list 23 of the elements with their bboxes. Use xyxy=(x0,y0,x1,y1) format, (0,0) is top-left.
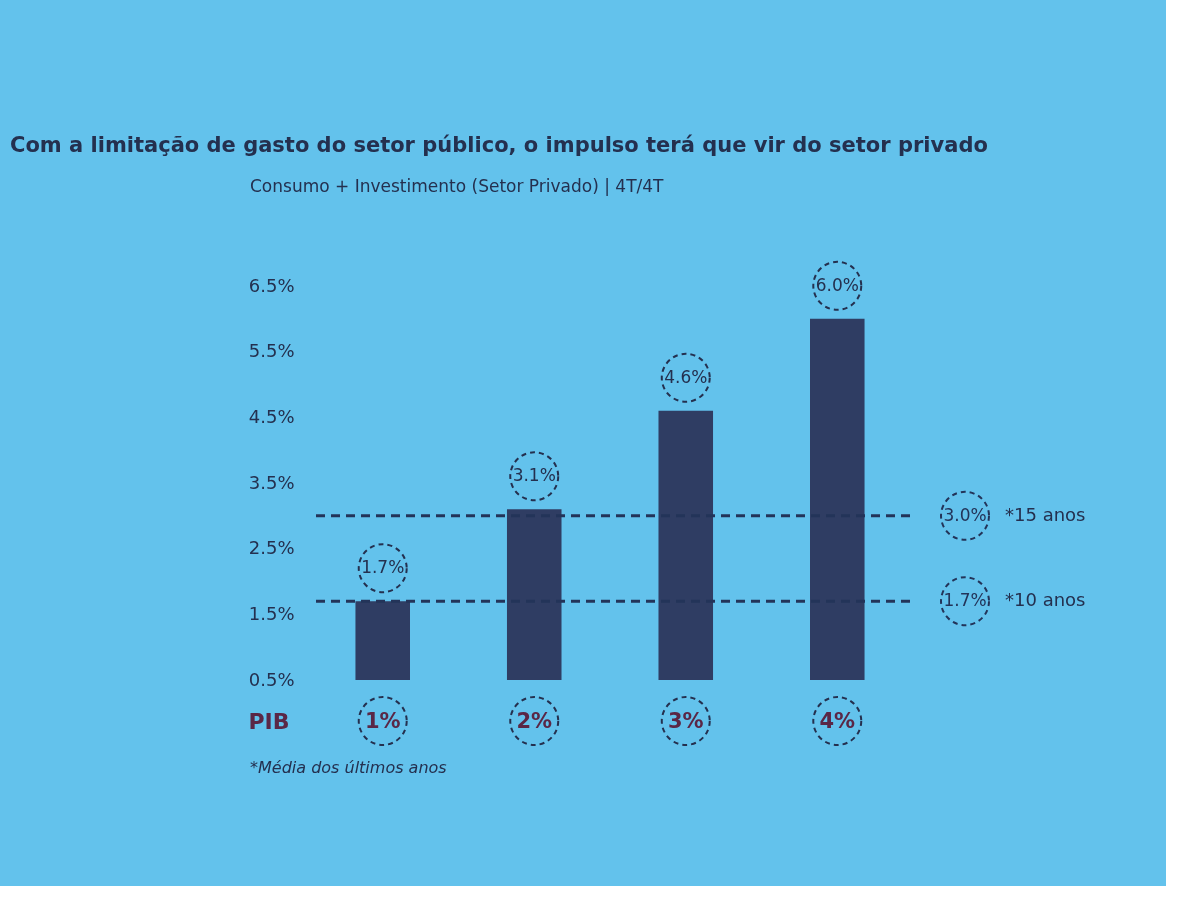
y-tick-label: 1.5% xyxy=(248,602,295,624)
ref-line-label: 1.7% xyxy=(943,590,987,611)
y-tick-label: 6.5% xyxy=(248,274,295,296)
data-label: 4.6% xyxy=(664,366,708,387)
text: *10 anos xyxy=(1005,589,1086,611)
y-tick-label: 5.5% xyxy=(248,340,295,362)
chart-title: Com a limitação de gasto do setor público, o impulso terá que vir do setor privado xyxy=(10,132,988,157)
x-tick-label: 4% xyxy=(819,708,856,733)
y-tick-label: 2.5% xyxy=(248,537,295,559)
y-tick-label: 4.5% xyxy=(248,405,295,427)
x-tick-label: 1% xyxy=(364,708,401,733)
x-tick-label: 2% xyxy=(516,708,553,733)
x-axis-title: PIB xyxy=(248,708,290,734)
data-label: 3.1% xyxy=(512,465,556,486)
text: *Média dos últimos anos xyxy=(250,758,447,777)
y-tick-label: 3.5% xyxy=(248,471,295,493)
y-tick-label: 0.5% xyxy=(248,668,295,690)
ref-line-label: 3.0% xyxy=(943,504,987,525)
chart-subtitle: Consumo + Investimento (Setor Privado) | 4T/4T xyxy=(250,175,665,196)
x-tick-label: 3% xyxy=(667,708,704,733)
data-label: 6.0% xyxy=(815,274,859,295)
text: *15 anos xyxy=(1005,503,1086,525)
data-label: 1.7% xyxy=(361,557,405,578)
